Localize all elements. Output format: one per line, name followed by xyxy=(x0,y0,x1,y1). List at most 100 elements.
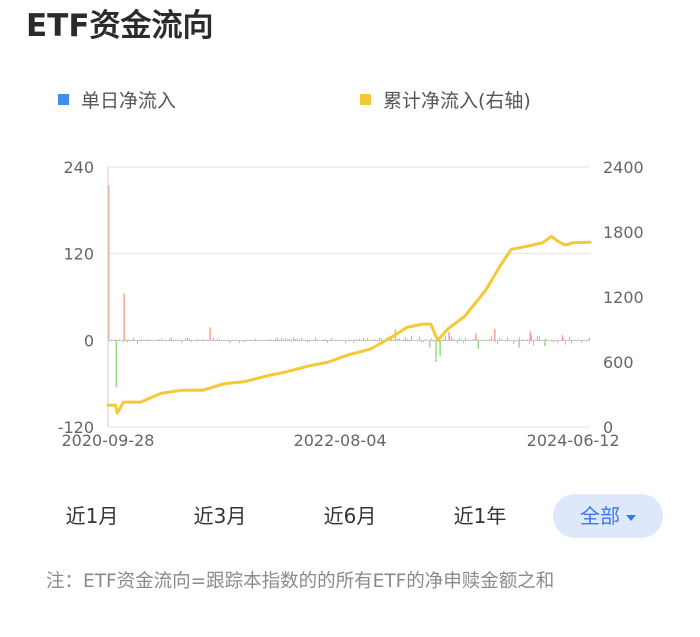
daily-bar xyxy=(219,338,220,341)
daily-bar xyxy=(571,340,572,344)
daily-bar xyxy=(327,340,328,344)
daily-bar xyxy=(259,340,260,341)
daily-bar xyxy=(263,340,264,341)
daily-bar xyxy=(233,340,234,341)
daily-bar xyxy=(393,340,394,341)
daily-bar xyxy=(375,340,376,341)
daily-bar xyxy=(213,337,214,341)
daily-bar xyxy=(237,340,238,341)
time-range-selector: 近1月 近3月 近6月 近1年 全部 xyxy=(0,494,700,538)
cumulative-line-path xyxy=(106,234,592,415)
daily-bar xyxy=(111,339,112,341)
daily-bar xyxy=(547,339,548,341)
daily-bar xyxy=(485,340,486,341)
daily-bar xyxy=(165,340,166,342)
daily-bar xyxy=(283,339,284,341)
daily-bar xyxy=(315,337,316,341)
legend-cumulative-inflow[interactable]: 累计净流入(右轴) xyxy=(360,86,531,113)
daily-bar xyxy=(453,338,454,341)
chart-grid xyxy=(108,166,590,428)
daily-bar xyxy=(483,340,484,341)
daily-bar xyxy=(355,339,356,341)
daily-bar xyxy=(273,340,274,341)
daily-bar xyxy=(371,340,372,341)
daily-bar xyxy=(267,339,268,341)
daily-bar xyxy=(167,340,168,341)
daily-bar xyxy=(373,339,374,341)
daily-bar xyxy=(459,338,460,341)
daily-bar xyxy=(229,340,230,344)
daily-bar xyxy=(323,340,324,341)
range-6m-button[interactable]: 近6月 xyxy=(310,494,390,538)
daily-bar xyxy=(521,340,522,341)
daily-bar xyxy=(567,340,568,341)
daily-bar xyxy=(149,340,150,341)
range-1m-button[interactable]: 近1月 xyxy=(52,494,132,538)
daily-bar-spike xyxy=(518,340,520,348)
daily-bar xyxy=(319,340,320,341)
daily-bar xyxy=(589,337,590,341)
daily-bar xyxy=(535,339,536,341)
daily-bar xyxy=(281,337,282,341)
daily-bar xyxy=(409,340,410,342)
daily-bar xyxy=(333,340,334,341)
daily-bar xyxy=(285,338,286,341)
daily-bar xyxy=(217,338,218,341)
range-1y-button[interactable]: 近1年 xyxy=(440,494,520,538)
legend-daily-inflow[interactable]: 单日净流入 xyxy=(58,86,176,113)
daily-bar xyxy=(321,340,322,341)
daily-bar xyxy=(303,340,304,341)
daily-bar xyxy=(415,340,416,341)
daily-bar xyxy=(255,338,256,341)
daily-bar xyxy=(119,339,120,341)
daily-bar xyxy=(575,339,576,341)
y-right-tick-label: 1200 xyxy=(603,288,644,307)
x-tick-label: 2020-09-28 xyxy=(62,431,155,450)
daily-bar xyxy=(201,340,202,341)
daily-bar xyxy=(351,340,352,341)
daily-bar xyxy=(359,338,360,341)
daily-bar xyxy=(299,339,300,341)
daily-bar xyxy=(515,340,516,342)
legend-label-cumulative: 累计净流入(右轴) xyxy=(383,90,531,112)
daily-bar xyxy=(211,340,212,341)
legend-swatch-yellow-icon xyxy=(360,94,371,105)
daily-bar xyxy=(349,340,350,342)
daily-bar xyxy=(137,340,138,344)
daily-bar xyxy=(185,337,186,341)
range-all-button[interactable]: 全部 xyxy=(553,494,663,538)
daily-bar-spike xyxy=(494,328,496,341)
daily-bar xyxy=(123,340,124,343)
daily-bar xyxy=(497,340,498,345)
daily-bar xyxy=(445,335,446,341)
daily-bar xyxy=(305,339,306,341)
daily-bar xyxy=(537,335,538,341)
daily-bar xyxy=(243,340,244,343)
daily-bar xyxy=(153,340,154,341)
daily-bar xyxy=(447,340,448,341)
daily-bar xyxy=(113,340,114,341)
daily-bar xyxy=(569,337,570,341)
daily-bar xyxy=(343,339,344,341)
y-left-tick-label: 0 xyxy=(84,331,94,350)
range-3m-button[interactable]: 近3月 xyxy=(180,494,260,538)
x-tick-label: 2022-08-04 xyxy=(294,431,387,450)
daily-bar-spike xyxy=(448,331,450,341)
daily-bar xyxy=(291,340,292,342)
daily-bar xyxy=(239,340,240,343)
daily-bar xyxy=(139,339,140,341)
daily-bar xyxy=(357,339,358,341)
daily-bar xyxy=(531,335,532,341)
daily-bar xyxy=(389,339,390,341)
daily-bar xyxy=(297,338,298,341)
daily-bar xyxy=(509,340,510,341)
daily-bar xyxy=(381,338,382,341)
daily-bar xyxy=(529,340,530,345)
daily-bar-spike xyxy=(439,340,441,357)
daily-bar xyxy=(399,338,400,341)
daily-bar xyxy=(467,340,468,341)
daily-bar xyxy=(407,339,408,341)
daily-bar xyxy=(147,339,148,341)
daily-bar xyxy=(427,340,428,341)
